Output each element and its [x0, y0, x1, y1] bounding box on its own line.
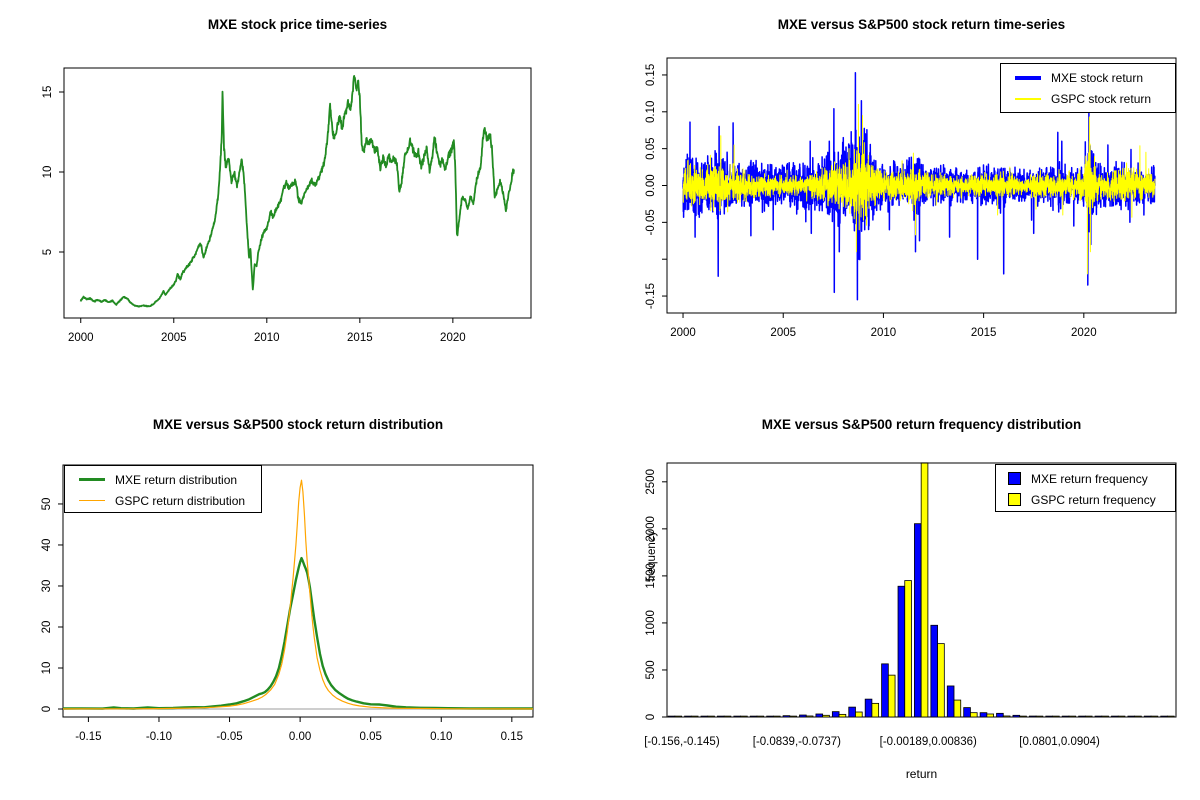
panel-return-timeseries: MXE versus S&P500 stock return time-seri…: [600, 0, 1200, 400]
svg-text:20: 20: [41, 621, 53, 634]
svg-text:40: 40: [41, 539, 53, 552]
return-distribution-chart: -0.15 -0.10 -0.05 0.00 0.05 0.10 0.15 0 10 20 30 40…: [41, 464, 534, 743]
svg-text:0.15: 0.15: [645, 64, 657, 86]
legend-item-mxe-distribution: MXE return distribution: [65, 469, 261, 490]
legend-item-gspc-return: GSPC stock return: [1001, 88, 1175, 109]
legend-item-mxe-frequency: MXE return frequency: [996, 468, 1175, 489]
svg-text:[0.0801,0.0904): [0.0801,0.0904): [1019, 736, 1100, 748]
svg-text:2020: 2020: [440, 332, 466, 344]
chart-title-frequency: MXE versus S&P500 return frequency distr…: [761, 417, 1082, 432]
svg-text:-0.05: -0.05: [216, 731, 242, 743]
svg-text:10: 10: [41, 662, 53, 675]
svg-text:2020: 2020: [1071, 327, 1097, 339]
svg-text:0.00: 0.00: [645, 174, 657, 196]
svg-text:0: 0: [41, 706, 53, 712]
svg-text:-0.15: -0.15: [645, 283, 657, 309]
legend-label: MXE return distribution: [115, 472, 238, 487]
return-timeseries-chart: 2000 2005 2010 2015 2020 -0.15 -0.05 0.00 0.05 0.…: [645, 57, 1177, 339]
mxe-return-line-swatch: [1015, 75, 1041, 80]
svg-text:15: 15: [42, 86, 54, 99]
svg-text:-0.15: -0.15: [75, 731, 101, 743]
frequency-axis-label: frequency: [646, 530, 658, 582]
legend-item-gspc-frequency: GSPC return frequency: [996, 489, 1175, 510]
returns-legend: MXE stock return GSPC stock return: [1000, 63, 1176, 113]
gspc-return-line-swatch: [1015, 97, 1041, 100]
svg-text:50: 50: [41, 498, 53, 511]
svg-text:-0.10: -0.10: [146, 731, 172, 743]
svg-text:0.05: 0.05: [645, 137, 657, 159]
panel-price-timeseries: MXE stock price time-series 2000 2005 2010…: [0, 0, 600, 400]
legend-item-gspc-distribution: GSPC return distribution: [65, 490, 261, 511]
svg-text:1000: 1000: [645, 610, 657, 636]
legend-label: GSPC return distribution: [115, 493, 246, 508]
svg-text:30: 30: [41, 580, 53, 593]
frequency-legend: MXE return frequency GSPC return frequen…: [995, 464, 1176, 512]
legend-label: GSPC return frequency: [1031, 492, 1156, 507]
legend-label: MXE return frequency: [1031, 471, 1148, 486]
mxe-frequency-swatch: [1008, 472, 1021, 485]
svg-text:1500: 1500: [645, 563, 657, 589]
svg-text:2015: 2015: [347, 332, 373, 344]
svg-text:10: 10: [42, 166, 54, 179]
svg-text:2010: 2010: [871, 327, 897, 339]
legend-label: MXE stock return: [1051, 70, 1144, 85]
return-axis-label: return: [905, 767, 938, 781]
svg-text:500: 500: [645, 660, 657, 679]
svg-text:2000: 2000: [68, 332, 94, 344]
svg-text:2000: 2000: [670, 327, 696, 339]
svg-text:0.15: 0.15: [501, 731, 523, 743]
svg-text:2500: 2500: [645, 469, 657, 495]
distribution-legend: MXE return distribution GSPC return dist…: [64, 465, 262, 513]
chart-title-price: MXE stock price time-series: [207, 17, 388, 32]
svg-text:-0.05: -0.05: [645, 209, 657, 235]
legend-item-mxe-return: MXE stock return: [1001, 67, 1175, 88]
return-frequency-chart: 0 500 1000 1500 2000 2500 [-0.156,-0.145) [-0.0…: [644, 462, 1177, 748]
svg-text:0.10: 0.10: [430, 731, 452, 743]
svg-text:0.05: 0.05: [359, 731, 381, 743]
svg-text:2005: 2005: [770, 327, 796, 339]
panel-return-frequency: MXE versus S&P500 return frequency distr…: [600, 400, 1200, 800]
svg-text:0.10: 0.10: [645, 101, 657, 123]
svg-text:[-0.0839,-0.0737): [-0.0839,-0.0737): [753, 736, 841, 748]
chart-title-returns: MXE versus S&P500 stock return time-seri…: [777, 17, 1066, 32]
svg-text:[-0.00189,0.00836): [-0.00189,0.00836): [880, 736, 977, 748]
gspc-frequency-swatch: [1008, 493, 1021, 506]
svg-text:0: 0: [645, 714, 657, 720]
panel-return-distribution: MXE versus S&P500 stock return distribut…: [0, 400, 600, 800]
chart-title-distribution: MXE versus S&P500 stock return distribut…: [152, 417, 444, 432]
svg-text:[-0.156,-0.145): [-0.156,-0.145): [644, 736, 720, 748]
svg-text:2010: 2010: [254, 332, 280, 344]
mxe-distribution-line-swatch: [79, 478, 105, 481]
svg-text:0.00: 0.00: [289, 731, 311, 743]
svg-text:5: 5: [42, 249, 54, 255]
svg-text:2000: 2000: [645, 516, 657, 542]
price-timeseries-chart: 2000 2005 2010 2015 2020 5 10 15: [42, 67, 532, 344]
svg-text:2015: 2015: [971, 327, 997, 339]
legend-label: GSPC stock return: [1051, 91, 1152, 106]
gspc-distribution-line-swatch: [79, 499, 105, 502]
svg-text:2005: 2005: [161, 332, 187, 344]
